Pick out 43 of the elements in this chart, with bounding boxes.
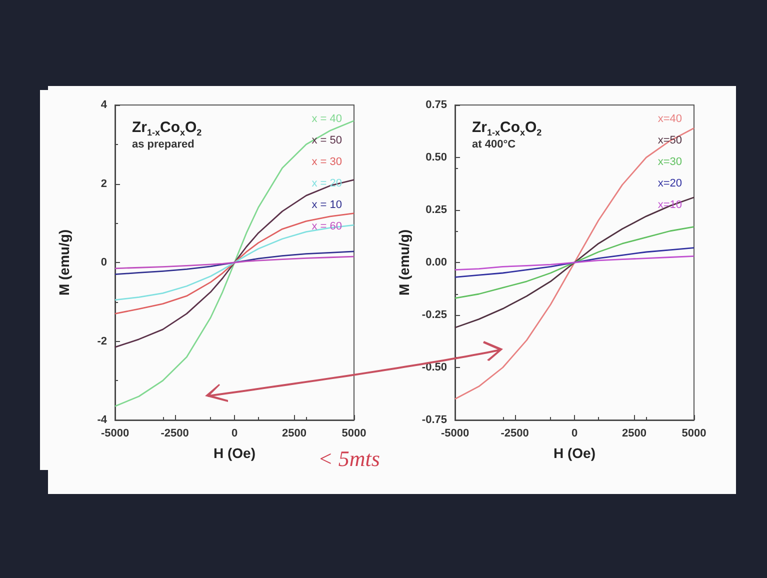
text: < 5mts — [318, 446, 380, 472]
text: x=20 — [658, 178, 682, 190]
y-tick-label: 0 — [100, 256, 107, 268]
text: as prepared — [132, 138, 194, 150]
y-tick-label: -2 — [97, 335, 107, 348]
y-axis-title: M (emu/g) — [396, 229, 412, 296]
line-series — [114, 250, 355, 276]
y-tick-label: 0.50 — [426, 152, 447, 164]
x-tick-label: 0 — [231, 428, 238, 440]
y-tick-label: -0.75 — [422, 414, 447, 426]
x-tick-label: 0 — [571, 428, 578, 440]
text: at 400°C — [472, 138, 516, 150]
y-tick-label: -0.50 — [422, 362, 447, 374]
x-tick-label: 2500 — [622, 428, 646, 440]
y-tick-label: -0.25 — [422, 309, 447, 321]
y-tick-label: -4 — [97, 414, 108, 426]
line-series — [114, 212, 355, 314]
line-series — [454, 226, 695, 299]
line-series — [114, 256, 355, 270]
x-tick-label: 5000 — [342, 428, 366, 440]
y-tick-label: 0.25 — [426, 204, 447, 216]
x-tick-label: -2500 — [500, 428, 529, 440]
line-series — [114, 179, 355, 348]
y-tick-label: 4 — [100, 99, 108, 111]
text: x = 10 — [312, 199, 342, 211]
series-label: x = 40 — [312, 113, 342, 125]
x-axis-title: H (Oe) — [554, 445, 596, 461]
x-tick-label: -5000 — [440, 428, 470, 440]
x-tick-label: -2500 — [160, 428, 189, 440]
line-series — [454, 256, 695, 271]
x-tick-label: -5000 — [100, 428, 130, 440]
y-tick-label: 0.00 — [426, 256, 447, 268]
text: x=30 — [658, 156, 682, 168]
line-series — [454, 196, 695, 328]
y-tick-label: 0.75 — [426, 99, 447, 111]
x-axis-title: H (Oe) — [214, 445, 256, 461]
x-tick-label: 5000 — [682, 428, 706, 440]
line-series — [454, 247, 695, 278]
y-tick-label: 2 — [100, 178, 107, 190]
y-axis-title: M (emu/g) — [56, 229, 72, 296]
x-tick-label: 2500 — [282, 428, 306, 440]
series-label: x=40 — [658, 113, 682, 125]
text: x = 30 — [312, 156, 342, 168]
